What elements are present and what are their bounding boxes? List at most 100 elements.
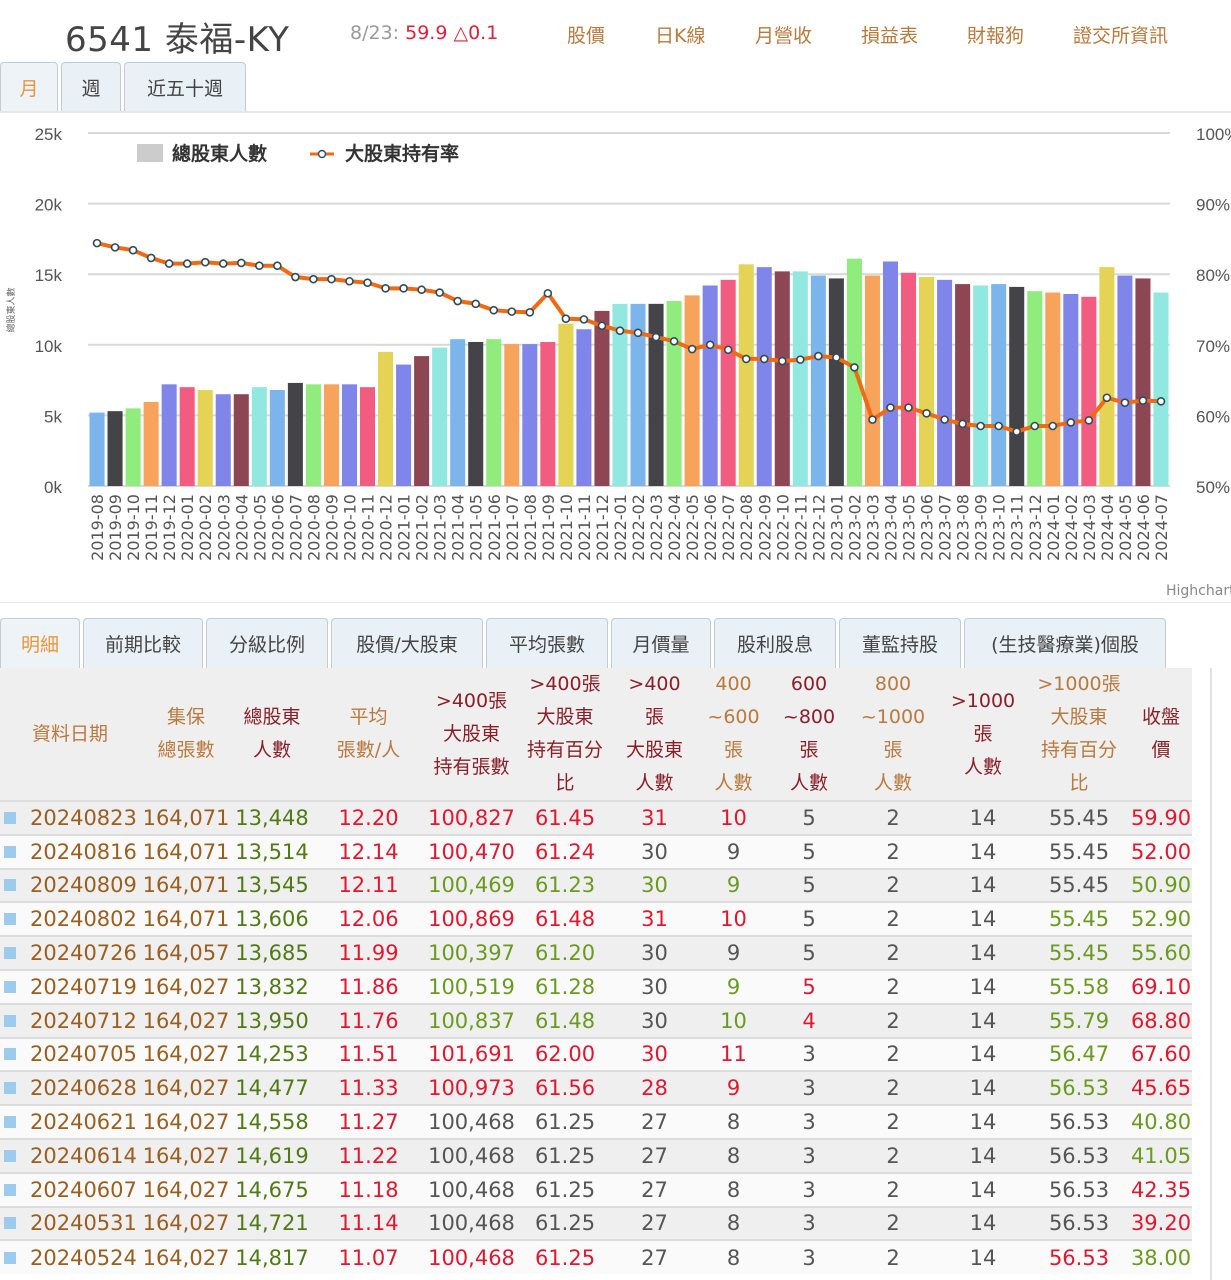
bar-2022-08 bbox=[738, 264, 754, 486]
date-cell: 20240621 bbox=[0, 1104, 140, 1139]
x-tick: 2022-11 bbox=[791, 494, 810, 561]
value-cell: 12.11 bbox=[312, 867, 425, 903]
nav-income-statement[interactable]: 損益表 bbox=[861, 25, 919, 47]
table-row: 20240823 164,071 13,448 12.20 100,827 61.45 31… bbox=[0, 800, 1192, 835]
value-cell: 14 bbox=[938, 901, 1028, 937]
line-point-2020-06 bbox=[273, 261, 282, 271]
tab-section-4[interactable]: 平均張數 bbox=[486, 618, 608, 668]
nav-statementdog[interactable]: 財報狗 bbox=[967, 25, 1025, 47]
line-point-2021-11 bbox=[579, 315, 589, 324]
date-cell: 20240823 bbox=[0, 800, 140, 835]
line-point-2020-11 bbox=[363, 278, 372, 287]
value-cell: 2 bbox=[848, 968, 938, 1004]
tab-last-50-weeks[interactable]: 近五十週 bbox=[124, 62, 246, 112]
total-shares-cell: 164,027 bbox=[140, 1104, 232, 1139]
value-cell: 10 bbox=[697, 1002, 770, 1038]
column-header[interactable]: 資料日期 bbox=[0, 668, 140, 801]
y-right-tick: 90% bbox=[1196, 196, 1230, 215]
column-header[interactable]: >1000張 大股東 持有百分比 bbox=[1028, 668, 1130, 801]
tab-section-7[interactable]: 董監持股 bbox=[839, 618, 961, 668]
tab-section-2[interactable]: 分級比例 bbox=[206, 618, 328, 668]
bar-2023-06 bbox=[919, 277, 935, 486]
holders-cell: 14,619 bbox=[232, 1137, 312, 1173]
value-cell: 11.07 bbox=[312, 1239, 425, 1275]
holders-cell: 14,721 bbox=[232, 1205, 312, 1241]
value-cell: 11.27 bbox=[312, 1104, 425, 1139]
nav-twse-info[interactable]: 證交所資訊 bbox=[1073, 25, 1169, 47]
nav-daily-k[interactable]: 日K線 bbox=[655, 25, 706, 47]
column-header[interactable]: 400 ~600 張人數 bbox=[697, 668, 770, 801]
value-cell: 56.47 bbox=[1028, 1036, 1130, 1072]
column-header[interactable]: 平均 張數/人 bbox=[312, 668, 425, 801]
value-cell: 8 bbox=[697, 1137, 770, 1173]
row-marker-icon bbox=[4, 1149, 16, 1162]
line-point-2020-05 bbox=[255, 261, 264, 271]
x-tick: 2021-04 bbox=[449, 494, 468, 561]
highcharts-credit: Highcharts bbox=[1166, 583, 1231, 599]
column-header[interactable]: >400 張大股東 人數 bbox=[612, 668, 697, 801]
value-cell: 3 bbox=[770, 1104, 848, 1139]
column-header[interactable]: 總股東 人數 bbox=[232, 668, 312, 801]
y-left-tick: 15k bbox=[35, 266, 63, 285]
tab-section-1[interactable]: 前期比較 bbox=[83, 618, 203, 668]
column-header[interactable]: 集保 總張數 bbox=[140, 668, 232, 801]
value-cell: 61.23 bbox=[518, 867, 612, 903]
x-tick: 2022-01 bbox=[611, 494, 630, 561]
column-header[interactable]: >400張 大股東 持有百分比 bbox=[518, 668, 612, 801]
tab-section-3[interactable]: 股價/大股東 bbox=[331, 618, 483, 668]
x-tick: 2021-10 bbox=[557, 494, 576, 561]
x-tick: 2022-09 bbox=[755, 494, 774, 561]
bar-2021-11 bbox=[576, 329, 592, 486]
bar-2020-01 bbox=[179, 387, 195, 486]
x-tick: 2024-03 bbox=[1080, 494, 1099, 561]
value-cell: 27 bbox=[612, 1239, 697, 1275]
x-tick: 2023-12 bbox=[1026, 494, 1045, 561]
bar-2021-01 bbox=[396, 364, 412, 486]
line-point-2024-03 bbox=[1084, 416, 1094, 425]
value-cell: 11 bbox=[697, 1036, 770, 1072]
value-cell: 100,973 bbox=[425, 1070, 518, 1106]
x-tick: 2024-05 bbox=[1116, 494, 1135, 561]
tab-weekly[interactable]: 週 bbox=[61, 62, 121, 112]
column-header[interactable]: 收盤價 bbox=[1130, 668, 1192, 801]
date-cell: 20240809 bbox=[0, 867, 140, 903]
date-cell: 20240524 bbox=[0, 1239, 140, 1275]
row-marker-icon bbox=[4, 1116, 16, 1129]
x-tick: 2021-09 bbox=[539, 494, 558, 561]
value-cell: 4 bbox=[770, 1002, 848, 1038]
tab-detail[interactable]: 明細 bbox=[0, 618, 80, 668]
x-tick: 2024-04 bbox=[1098, 494, 1117, 561]
value-cell: 100,869 bbox=[425, 901, 518, 937]
line-point-2023-12 bbox=[1030, 421, 1040, 431]
tab-monthly[interactable]: 月 bbox=[0, 62, 58, 112]
bar-2019-12 bbox=[161, 384, 177, 486]
bar-2021-02 bbox=[414, 356, 430, 486]
value-cell: 2 bbox=[848, 1036, 938, 1072]
tab-section-6[interactable]: 股利股息 bbox=[714, 618, 836, 668]
column-header[interactable]: >1000 張人數 bbox=[938, 668, 1028, 801]
line-point-2022-08 bbox=[741, 354, 751, 364]
bar-2020-09 bbox=[323, 384, 339, 486]
column-header[interactable]: >400張 大股東 持有張數 bbox=[425, 668, 518, 801]
column-header[interactable]: 600 ~800 張人數 bbox=[770, 668, 848, 801]
value-cell: 14 bbox=[938, 867, 1028, 903]
row-marker-icon bbox=[4, 980, 16, 993]
bar-2021-09 bbox=[540, 341, 556, 486]
date-cell: 20240712 bbox=[0, 1002, 140, 1038]
value-cell: 14 bbox=[938, 1070, 1028, 1106]
x-tick: 2020-08 bbox=[304, 494, 323, 561]
column-header[interactable]: 800 ~1000 張人數 bbox=[848, 668, 938, 801]
tab-section-8[interactable]: (生技醫療業)個股 bbox=[964, 618, 1166, 668]
x-tick: 2022-04 bbox=[665, 494, 684, 561]
x-tick: 2020-07 bbox=[286, 494, 305, 561]
nav-monthly-revenue[interactable]: 月營收 bbox=[755, 25, 813, 47]
table-row: 20240809 164,071 13,545 12.11 100,469 61.23 30… bbox=[0, 867, 1192, 903]
x-tick: 2023-07 bbox=[936, 494, 955, 561]
tab-section-5[interactable]: 月價量 bbox=[611, 618, 711, 668]
nav-stock-price[interactable]: 股價 bbox=[567, 25, 606, 47]
value-cell: 5 bbox=[770, 800, 848, 835]
value-cell: 39.20 bbox=[1130, 1205, 1192, 1241]
value-cell: 52.00 bbox=[1130, 833, 1192, 869]
value-cell: 100,470 bbox=[425, 833, 518, 869]
value-cell: 9 bbox=[697, 1070, 770, 1106]
